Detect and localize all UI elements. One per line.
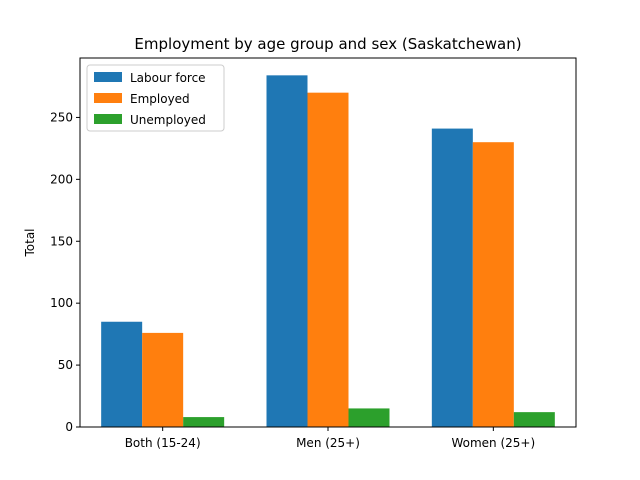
x-tick-label: Women (25+) [451, 436, 535, 450]
y-tick-label: 100 [50, 296, 73, 310]
y-tick-label: 0 [65, 420, 73, 434]
y-tick-label: 200 [50, 172, 73, 186]
y-tick-label: 50 [58, 358, 73, 372]
bar-labour-force-1 [266, 75, 308, 427]
legend-swatch [94, 93, 122, 103]
y-tick-label: 250 [50, 110, 73, 124]
y-axis-label: Total [23, 228, 37, 257]
bar-employed-0 [142, 332, 184, 427]
legend-swatch [94, 114, 122, 124]
legend-label: Unemployed [130, 113, 206, 127]
bar-employed-2 [472, 142, 514, 427]
x-tick-label: Both (15-24) [125, 436, 201, 450]
legend-label: Employed [130, 92, 190, 106]
bar-unemployed-0 [183, 417, 225, 427]
legend-swatch [94, 72, 122, 82]
y-tick-label: 150 [50, 234, 73, 248]
bar-labour-force-0 [101, 321, 143, 427]
bar-unemployed-1 [348, 408, 390, 427]
axes-frame [79, 57, 577, 428]
chart-title: Employment by age group and sex (Saskatc… [134, 35, 521, 53]
plot-area: Both (15-24) Men (25+) Women (25+) 0 50 100 15… [50, 57, 577, 450]
legend: Labour force Employed Unemployed [86, 64, 225, 132]
bar-unemployed-2 [513, 412, 555, 427]
bar-labour-force-2 [431, 128, 473, 427]
bar-employed-1 [307, 92, 349, 428]
x-tick-label: Men (25+) [296, 436, 360, 450]
legend-label: Labour force [130, 71, 206, 85]
